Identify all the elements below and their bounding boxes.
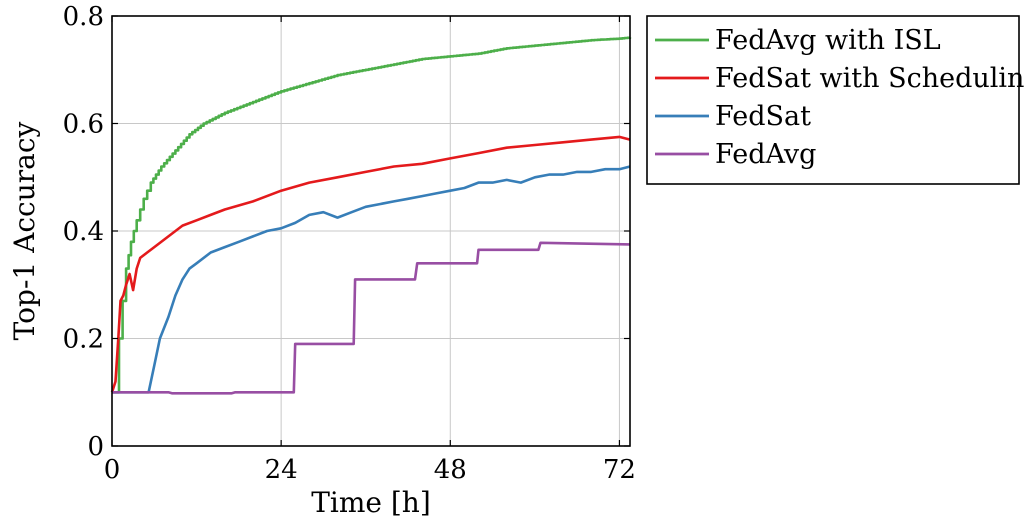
legend-box <box>646 15 1020 185</box>
y-axis-label: Top-1 Accuracy <box>8 121 41 340</box>
y-tick-label: 0 <box>87 432 104 462</box>
y-tick-label: 0.2 <box>63 325 104 355</box>
x-tick-label: 0 <box>104 455 121 485</box>
legend-label: FedAvg with ISL <box>715 25 941 56</box>
x-axis-label: Time [h] <box>311 486 431 519</box>
x-tick-label: 24 <box>265 455 298 485</box>
legend-label: FedSat <box>715 101 811 132</box>
series-line-fedsat-with-scheduling <box>110 135 631 393</box>
series-layer <box>110 36 632 395</box>
series-line-fedavg-with-isl <box>112 36 632 394</box>
series-line-fedsat <box>112 165 631 394</box>
legend-label: FedAvg <box>715 139 816 170</box>
x-tick-label: 72 <box>603 455 636 485</box>
series-line-fedavg <box>112 241 631 395</box>
y-tick-label: 0.8 <box>63 2 104 32</box>
grid <box>112 16 630 446</box>
y-tick-label: 0.6 <box>63 110 104 140</box>
y-tick-label: 0.4 <box>63 217 104 247</box>
x-tick-label: 48 <box>434 455 467 485</box>
legend: FedAvg with ISL FedSat with Scheduling Fed… <box>646 15 1025 185</box>
legend-label: FedSat with Scheduling <box>715 63 1025 94</box>
ticks: 0 24 48 72 0 0.2 0.4 0.6 0.8 <box>63 2 636 485</box>
